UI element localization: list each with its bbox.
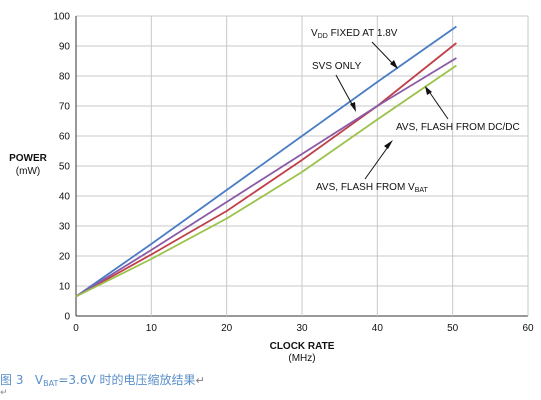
x-tick-label: 20 (221, 323, 233, 334)
y-axis-unit: (mW) (16, 166, 40, 177)
series-lines (75, 25, 457, 298)
y-tick-label: 20 (59, 252, 71, 263)
series-line-1 (75, 25, 457, 298)
caption-figure-number: 图 3 (0, 373, 24, 387)
y-tick-label: 80 (59, 72, 71, 83)
y-tick-label: 30 (59, 222, 71, 233)
grid (75, 15, 529, 317)
x-tick-label: 40 (372, 323, 384, 334)
caption-sub: BAT (43, 379, 59, 388)
svg-text:VDD FIXED AT 1.8V: VDD FIXED AT 1.8V (311, 28, 398, 40)
x-tick-label: 60 (522, 323, 534, 334)
y-tick-label: 90 (59, 42, 71, 53)
y-tick-label: 10 (59, 282, 71, 293)
x-axis-title: CLOCK RATE (270, 341, 335, 352)
series-line-2 (75, 42, 457, 298)
series-line-3 (75, 57, 457, 298)
x-axis-unit: (MHz) (288, 353, 315, 364)
y-tick-label: 70 (59, 102, 71, 113)
line-return-mark: ↵ (0, 388, 8, 398)
svg-text:AVS, FLASH FROM VBAT: AVS, FLASH FROM VBAT (316, 182, 429, 194)
x-tick-label: 0 (73, 323, 79, 334)
figure-caption: 图 3 VBAT=3.6V 时的电压缩放结果↵ (0, 371, 205, 388)
annotation-dcdc: AVS, FLASH FROM DC/DC (396, 86, 520, 133)
caption-v: V (34, 373, 44, 387)
x-tick-label: 50 (447, 323, 459, 334)
x-tick-label: 30 (296, 323, 308, 334)
caption-text: =3.6V 时的电压缩放结果 (58, 373, 196, 387)
annotation-vbat: AVS, FLASH FROM VBAT (316, 140, 429, 194)
y-tick-label: 100 (53, 12, 70, 23)
x-axis-ticks: 0 10 20 30 40 50 60 (73, 323, 534, 334)
series-line-4 (75, 64, 457, 298)
y-axis-title: POWER (9, 153, 48, 164)
annotation-vdd: VDD FIXED AT 1.8V (311, 28, 398, 69)
y-tick-label: 60 (59, 132, 71, 143)
svg-text:AVS, FLASH FROM DC/DC: AVS, FLASH FROM DC/DC (396, 122, 520, 133)
y-axis-ticks: 0 10 20 30 40 50 60 70 80 90 100 (53, 12, 70, 323)
svg-text:SVS ONLY: SVS ONLY (312, 61, 362, 72)
caption-return-mark: ↵ (195, 374, 205, 387)
power-vs-clock-chart: 0 10 20 30 40 50 60 70 80 90 100 0 10 20 30 40 50 60 POW… (9, 12, 534, 365)
y-tick-label: 40 (59, 192, 71, 203)
annotation-svs: SVS ONLY (312, 61, 362, 112)
y-tick-label: 0 (64, 312, 70, 323)
x-tick-label: 10 (146, 323, 158, 334)
y-tick-label: 50 (59, 162, 71, 173)
